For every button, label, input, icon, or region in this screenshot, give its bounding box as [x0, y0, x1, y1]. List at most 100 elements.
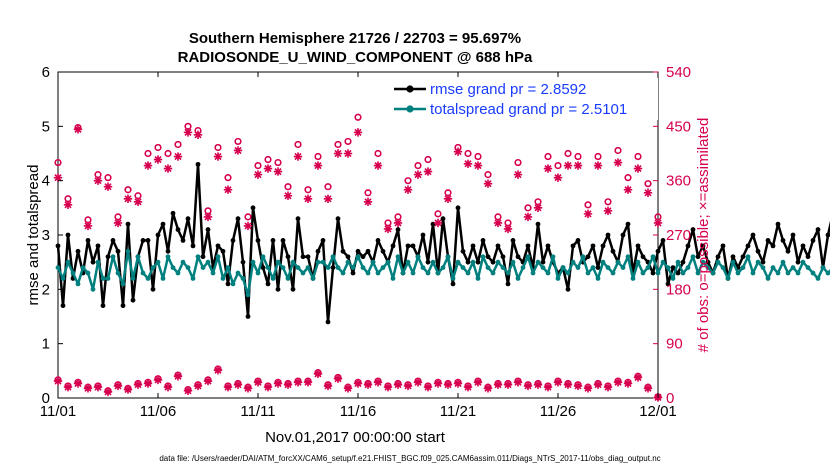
obs-assimilated-marker [503, 380, 513, 389]
obs-assimilated-marker [493, 218, 503, 228]
obs-assimilated-marker [393, 218, 403, 228]
obs-possible-marker [254, 161, 262, 170]
data-point [180, 238, 186, 243]
data-point [430, 259, 436, 265]
obs-assimilated-marker [463, 159, 473, 168]
obs-assimilated-marker [303, 194, 313, 203]
data-point [65, 259, 71, 265]
data-point [485, 265, 491, 270]
obs-assimilated-marker [113, 381, 123, 391]
data-point [220, 276, 226, 281]
data-point [385, 259, 391, 265]
data-point [600, 243, 606, 249]
obs-assimilated-marker [273, 167, 283, 176]
series-3 [53, 125, 663, 234]
obs-assimilated-marker [123, 385, 133, 394]
data-point [395, 227, 401, 232]
data-point [210, 270, 216, 276]
data-point [650, 254, 656, 260]
obs-assimilated-marker [403, 185, 413, 194]
y-tick-label: 4 [42, 173, 50, 190]
data-point [790, 265, 796, 270]
obs-assimilated-marker [313, 161, 323, 170]
data-point [240, 259, 246, 265]
y-tick-label: 0 [42, 390, 50, 407]
data-point [615, 259, 621, 265]
y2-tick-label: 270 [666, 227, 691, 244]
data-point [360, 265, 366, 270]
obs-assimilated-marker [383, 382, 393, 392]
data-point [660, 238, 666, 243]
data-point [650, 270, 656, 276]
data-point [410, 270, 416, 276]
data-point [190, 276, 196, 281]
obs-assimilated-marker [423, 167, 433, 176]
obs-assimilated-marker [283, 191, 293, 200]
data-point [250, 205, 256, 211]
data-point [460, 265, 466, 270]
obs-assimilated-marker [613, 378, 623, 387]
data-point [820, 265, 826, 270]
data-point [695, 254, 701, 260]
data-point [285, 276, 291, 281]
data-point [475, 276, 481, 281]
obs-possible-marker [644, 180, 652, 188]
data-point [610, 248, 616, 254]
data-point [635, 259, 641, 265]
data-point [150, 286, 156, 292]
obs-assimilated-marker [533, 203, 543, 213]
data-point [780, 238, 786, 243]
obs-assimilated-marker [73, 379, 83, 388]
data-point [75, 248, 81, 254]
axis-ticks: 11/01 11/06 11/11 11/16 11/21 11/26 12/0101234… [40, 64, 691, 420]
data-point [700, 259, 706, 265]
data-point [730, 259, 736, 265]
obs-assimilated-marker [563, 380, 573, 389]
data-point [115, 270, 121, 276]
data-point [765, 238, 771, 243]
obs-assimilated-marker [183, 386, 193, 395]
y2-tick-label: 450 [666, 118, 691, 135]
plot-area [57, 71, 659, 399]
data-point [315, 259, 321, 265]
obs-possible-marker [524, 204, 532, 212]
data-point [265, 265, 271, 270]
data-point [690, 254, 696, 260]
data-point [800, 243, 806, 249]
data-point [350, 265, 356, 270]
data-point [600, 259, 606, 265]
data-point [470, 243, 476, 249]
data-point [765, 276, 771, 281]
data-point [175, 227, 181, 232]
data-point [665, 281, 671, 287]
data-point [180, 259, 186, 265]
data-point [570, 259, 576, 265]
data-point [335, 216, 341, 222]
obs-possible-marker [364, 189, 372, 197]
data-point [540, 265, 546, 270]
obs-possible-marker [334, 140, 342, 149]
series-line-0 [56, 163, 830, 324]
data-point [190, 243, 196, 249]
legend-spread-label: totalspread grand pr = 2.5101 [430, 101, 627, 118]
obs-assimilated-marker [333, 149, 343, 158]
x-tick-label: 12/01 [639, 403, 677, 420]
data-point [225, 281, 231, 287]
data-point [100, 303, 106, 309]
data-point [775, 270, 781, 276]
data-point [640, 270, 646, 276]
data-point [785, 270, 791, 276]
data-point [325, 265, 331, 270]
data-point [440, 265, 446, 270]
obs-assimilated-marker [553, 173, 563, 182]
obs-possible-marker [434, 210, 442, 218]
data-point [580, 254, 586, 260]
obs-possible-marker [154, 143, 162, 152]
data-point [330, 265, 336, 270]
obs-assimilated-marker [323, 381, 333, 391]
obs-assimilated-marker [53, 173, 63, 182]
data-point [490, 270, 496, 276]
obs-assimilated-marker [183, 128, 193, 137]
series-5 [53, 366, 663, 402]
plot-background [58, 72, 658, 398]
